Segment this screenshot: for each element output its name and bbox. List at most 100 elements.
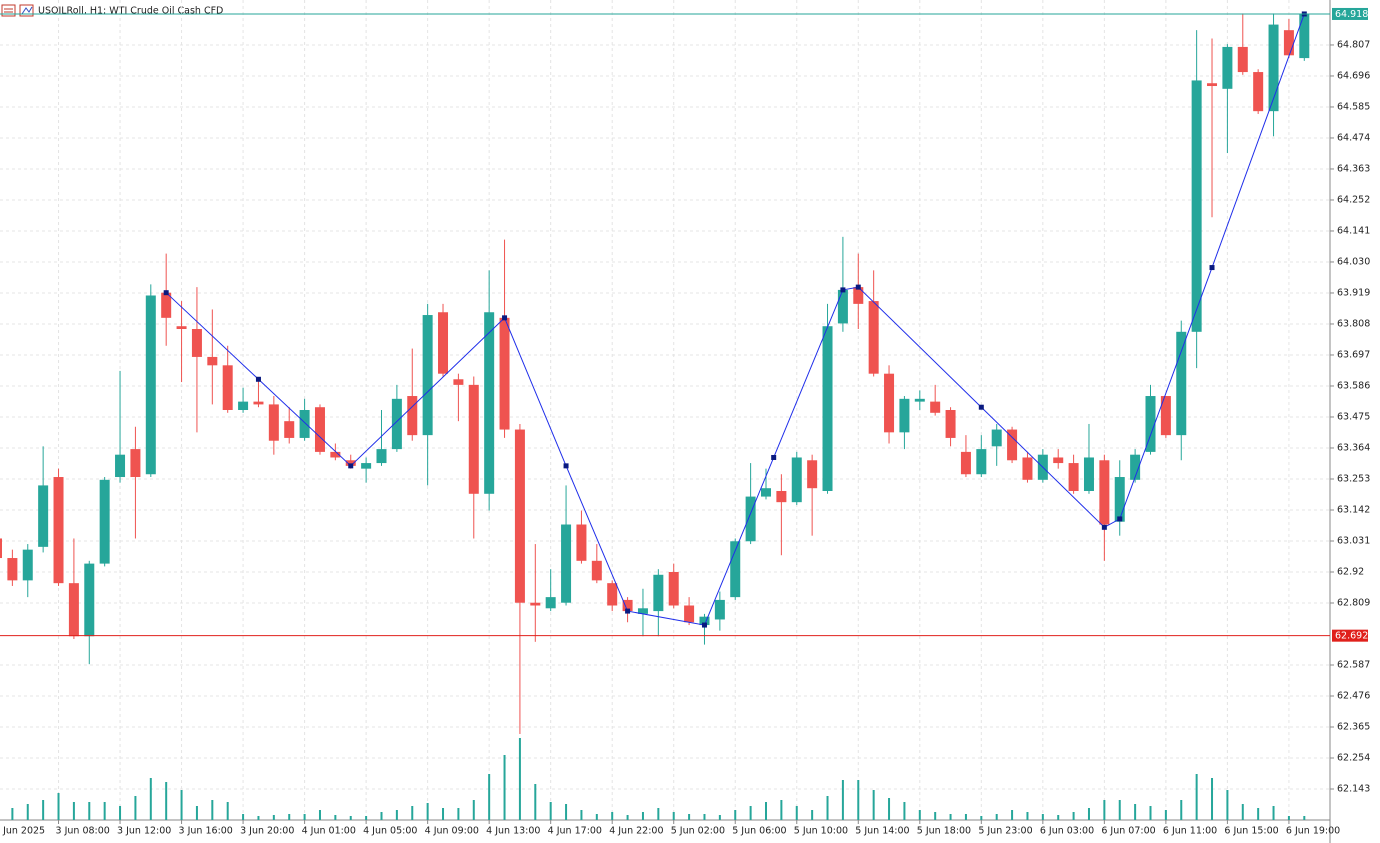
candle-body: [807, 460, 818, 489]
zigzag-point: [1101, 524, 1107, 530]
zigzag-point: [255, 376, 261, 382]
price-label-box: [1332, 7, 1368, 20]
candle-body: [730, 541, 741, 598]
candle-body: [53, 477, 64, 584]
y-tick-label: 62.809: [1337, 597, 1370, 608]
candle-body: [268, 404, 279, 441]
candle-body: [453, 379, 464, 385]
candle-body: [1099, 460, 1110, 525]
plot: [0, 0, 1330, 820]
x-tick-label: 5 Jun 02:00: [671, 826, 725, 837]
y-tick-label: 63.919: [1337, 287, 1370, 298]
candle-body: [561, 524, 572, 603]
zigzag-point: [1117, 516, 1123, 522]
zigzag-point: [625, 608, 631, 614]
candle-body: [484, 312, 495, 494]
x-tick-label: 3 Jun 20:00: [240, 826, 294, 837]
candle-body: [284, 421, 295, 438]
candle-body: [176, 326, 187, 330]
candle-body: [253, 401, 264, 405]
y-tick-label: 62.92: [1337, 566, 1364, 577]
x-tick-label: 6 Jun 03:00: [1040, 826, 1094, 837]
x-tick-label: 5 Jun 18:00: [917, 826, 971, 837]
candle-body: [622, 599, 633, 612]
chart-title: USOILRoll, H1: WTI Crude Oil Cash CFD: [38, 6, 223, 17]
icon-frame: [19, 4, 34, 17]
zigzag-point: [855, 284, 861, 290]
candle-body: [207, 356, 218, 366]
candle-body: [1191, 80, 1202, 332]
y-tick-label: 64.585: [1337, 101, 1370, 112]
x-tick-label: 4 Jun 13:00: [486, 826, 540, 837]
icon-line: [21, 6, 33, 15]
candle-body: [884, 373, 895, 433]
candle-body: [145, 295, 156, 475]
candle-body: [1237, 46, 1248, 73]
candle-body: [1022, 457, 1033, 480]
candle-body: [991, 429, 1002, 447]
candle-body: [361, 463, 372, 469]
zigzag-point: [163, 290, 169, 296]
zigzag-point: [502, 315, 508, 321]
candle-body: [576, 524, 587, 561]
y-tick-label: 64.474: [1337, 132, 1370, 143]
candle-body: [1114, 477, 1125, 522]
x-tick-label: 4 Jun 22:00: [609, 826, 663, 837]
x-tick-label: 4 Jun 01:00: [302, 826, 356, 837]
x-tick-label: 5 Jun 23:00: [978, 826, 1032, 837]
zigzag-point: [978, 404, 984, 410]
candle-body: [1068, 463, 1079, 491]
x-tick-label: 4 Jun 17:00: [548, 826, 602, 837]
y-tick-label: 62.254: [1337, 752, 1370, 763]
candle-body: [115, 454, 126, 478]
candle-body: [1145, 396, 1156, 452]
candle-body: [238, 401, 249, 410]
candle-body: [68, 583, 79, 637]
candle-body: [776, 490, 787, 503]
candle-body: [899, 398, 910, 433]
symbol-icon: [1, 4, 34, 17]
y-tick-label: 63.364: [1337, 442, 1370, 453]
candle-body: [607, 583, 618, 606]
candle-body: [976, 449, 987, 475]
candle-body: [130, 449, 141, 478]
candle-body: [391, 398, 402, 450]
y-tick-label: 63.808: [1337, 318, 1370, 329]
candle-body: [714, 599, 725, 620]
candle-body: [222, 365, 233, 410]
x-tick-label: 3 Jun 08:00: [56, 826, 110, 837]
candle-body: [930, 401, 941, 413]
x-tick-label: 6 Jun 11:00: [1163, 826, 1217, 837]
zigzag-point: [1209, 265, 1215, 271]
x-tick-label: 6 Jun 07:00: [1101, 826, 1155, 837]
x-tick-label: 6 Jun 15:00: [1224, 826, 1278, 837]
candle-body: [499, 317, 510, 430]
y-tick-label: 64.030: [1337, 256, 1370, 267]
y-tick-label: 64.696: [1337, 70, 1370, 81]
candle-body: [407, 396, 418, 436]
y-tick-label: 62.587: [1337, 659, 1370, 670]
zigzag-point: [840, 287, 846, 293]
candle-body: [345, 460, 356, 466]
candle-body: [1160, 396, 1171, 436]
y-tick-label: 64.252: [1337, 194, 1370, 205]
x-tick-label: 5 Jun 10:00: [794, 826, 848, 837]
x-tick-label: 4 Jun 05:00: [363, 826, 417, 837]
candle-body: [376, 449, 387, 464]
candle-body: [1207, 83, 1218, 87]
candle-body: [161, 292, 172, 318]
candle-body: [545, 597, 556, 609]
candle-body: [1283, 30, 1294, 56]
zigzag-point: [771, 454, 777, 460]
candle-body: [191, 329, 202, 357]
candle-body: [514, 429, 525, 603]
y-tick-label: 62.143: [1337, 783, 1370, 794]
candle-body: [699, 616, 710, 626]
y-tick-label: 63.031: [1337, 535, 1370, 546]
icon-frame: [1, 4, 16, 17]
candle-body: [330, 451, 341, 458]
x-tick-label: 5 Jun 06:00: [732, 826, 786, 837]
candle-body: [914, 398, 925, 402]
price-label-box: [1332, 629, 1368, 642]
